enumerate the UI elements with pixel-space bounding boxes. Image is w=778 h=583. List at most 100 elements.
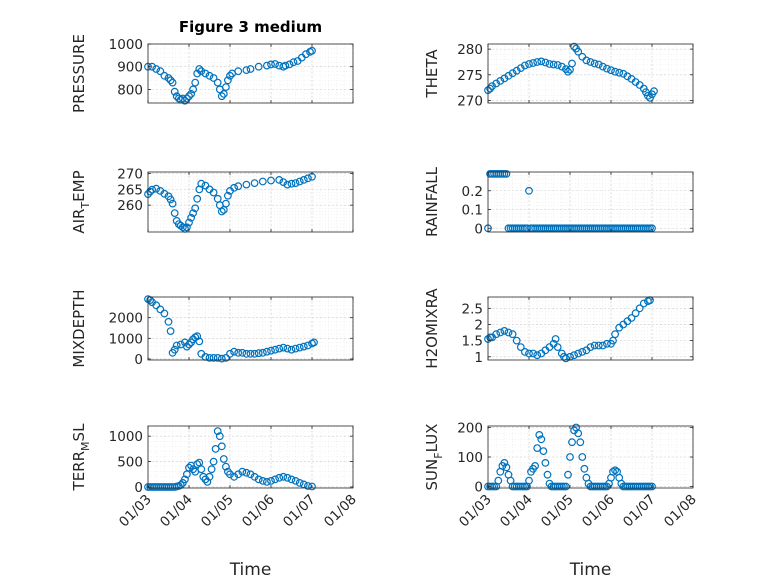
y-tick-label: 0.1 <box>462 203 483 219</box>
data-point <box>496 328 505 337</box>
data-point <box>250 179 259 188</box>
data-point <box>197 67 206 76</box>
data-point <box>603 64 611 73</box>
data-point <box>521 348 529 356</box>
data-point <box>557 62 566 71</box>
data-point <box>223 76 232 85</box>
data-point <box>166 195 175 204</box>
data-point <box>553 61 562 69</box>
data-point <box>168 78 177 87</box>
axes-box <box>147 296 354 361</box>
data-point <box>304 482 312 490</box>
data-point <box>304 341 312 350</box>
data-point <box>246 65 255 73</box>
data-point <box>168 199 177 208</box>
data-point <box>525 476 533 485</box>
data-point <box>221 354 230 362</box>
data-point <box>217 207 226 216</box>
axes-box <box>147 425 354 489</box>
data-point <box>578 453 587 461</box>
x-tick-label: 01/03 <box>456 492 495 531</box>
data-point <box>549 60 558 69</box>
data-point <box>533 444 542 453</box>
data-point <box>234 67 243 76</box>
x-tick-label: 01/07 <box>620 492 659 531</box>
data-point <box>564 470 572 479</box>
data-point <box>234 348 243 357</box>
y-tick-label: 1000 <box>109 331 143 347</box>
data-point <box>258 348 267 357</box>
data-point <box>166 327 175 336</box>
data-point <box>281 61 290 70</box>
data-point <box>193 69 202 78</box>
data-point <box>238 348 247 357</box>
data-point <box>598 482 607 491</box>
data-point <box>219 89 228 98</box>
data-point <box>185 463 193 472</box>
y-tick-label: 265 <box>117 182 143 198</box>
y-tick-label: 270 <box>457 93 483 109</box>
data-point <box>275 175 284 184</box>
data-point <box>512 336 521 345</box>
data-point <box>639 299 648 308</box>
data-point <box>213 78 222 87</box>
y-tick-label: 260 <box>117 198 143 214</box>
data-point <box>299 175 308 184</box>
axes-box <box>487 296 694 361</box>
data-point <box>500 459 509 467</box>
data-point <box>156 305 165 314</box>
data-point <box>516 343 525 352</box>
data-point <box>267 176 275 185</box>
data-point <box>213 354 222 362</box>
data-point <box>535 431 544 439</box>
data-point <box>195 65 204 73</box>
data-point <box>191 78 200 87</box>
y-axis-label: AIRTEMP <box>70 170 92 233</box>
data-point <box>178 223 187 232</box>
data-point <box>537 57 546 66</box>
data-point <box>189 209 198 218</box>
data-point <box>242 180 251 189</box>
data-point <box>586 58 595 66</box>
data-point <box>578 348 587 356</box>
data-point <box>263 478 271 486</box>
y-tick-label: 1000 <box>109 37 143 53</box>
data-point <box>590 59 599 68</box>
data-point <box>166 76 175 85</box>
y-tick-label: 0 <box>134 480 143 496</box>
data-point <box>611 67 619 76</box>
data-point <box>185 92 193 101</box>
data-point <box>234 182 243 191</box>
data-point <box>205 472 214 481</box>
data-point <box>590 341 599 350</box>
data-point <box>238 467 247 476</box>
data-point <box>223 191 232 200</box>
data-point <box>516 64 525 72</box>
x-axis-label: Time <box>569 560 612 580</box>
data-point <box>295 479 304 487</box>
data-point <box>164 317 173 326</box>
data-point <box>230 183 239 192</box>
y-tick-label: 275 <box>457 68 483 84</box>
data-point <box>570 351 578 360</box>
data-point <box>193 194 202 203</box>
data-point <box>521 482 529 491</box>
data-point <box>576 438 585 447</box>
data-point <box>644 482 652 491</box>
data-point <box>195 337 204 346</box>
data-point <box>496 76 505 85</box>
data-point <box>295 343 304 352</box>
data-point <box>598 62 607 71</box>
y-tick-label: 800 <box>117 82 143 98</box>
subplot-rainfall: 0 0.1 0.2 RAINFALL <box>423 166 694 237</box>
y-axis-label: THETA <box>423 49 441 99</box>
data-point <box>275 473 284 482</box>
data-point <box>492 330 501 339</box>
data-point <box>650 87 658 96</box>
data-point <box>295 177 304 186</box>
data-point <box>285 60 294 69</box>
data-point <box>623 72 632 81</box>
data-point <box>203 478 212 486</box>
